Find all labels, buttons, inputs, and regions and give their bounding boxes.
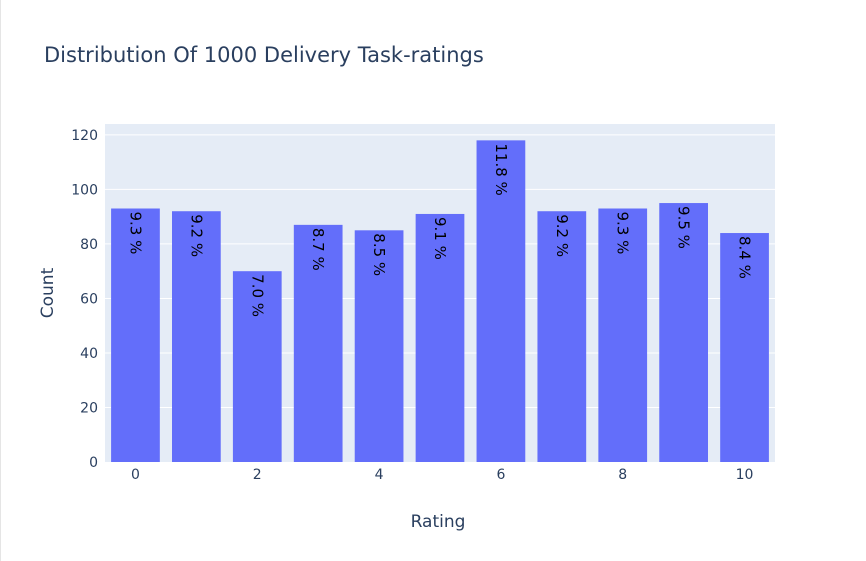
x-tick-label: 8 xyxy=(618,467,627,483)
bar-5 xyxy=(415,213,465,462)
chart-title: Distribution Of 1000 Delivery Task-ratin… xyxy=(44,43,484,67)
bar-label-5: 9.1 % xyxy=(431,217,449,260)
bar-9 xyxy=(659,203,708,462)
x-tick-label: 6 xyxy=(496,467,505,483)
y-axis-title: Count xyxy=(38,267,58,318)
bar-label-0: 9.3 % xyxy=(126,212,144,255)
x-tick-label: 4 xyxy=(375,467,384,483)
y-tick-label: 60 xyxy=(80,291,98,307)
bars xyxy=(111,140,769,462)
y-tick-label: 0 xyxy=(89,455,98,471)
bar-7 xyxy=(537,211,587,462)
y-axis-ticks: 0 20 40 60 80 100 120 xyxy=(71,128,98,471)
bar-2 xyxy=(232,271,282,462)
bar-label-4: 8.5 % xyxy=(370,233,388,276)
bar-4 xyxy=(354,230,404,462)
y-tick-label: 80 xyxy=(80,237,98,253)
y-tick-label: 100 xyxy=(71,182,98,198)
bar-6 xyxy=(476,140,526,462)
y-tick-label: 120 xyxy=(71,128,98,144)
x-tick-label: 2 xyxy=(253,467,262,483)
bar-3 xyxy=(293,224,343,462)
bar-1 xyxy=(172,211,221,462)
bar-label-6: 11.8 % xyxy=(492,143,510,195)
bar-10 xyxy=(720,233,769,462)
bar-label-9: 9.5 % xyxy=(675,206,693,249)
x-axis-ticks: 0 2 4 6 8 10 xyxy=(131,467,753,483)
bar-8 xyxy=(598,208,648,462)
bar-label-2: 7.0 % xyxy=(248,274,266,317)
bar-0 xyxy=(111,208,160,462)
x-axis-title: Rating xyxy=(411,512,466,532)
bar-label-8: 9.3 % xyxy=(614,212,632,255)
y-tick-label: 40 xyxy=(80,346,98,362)
x-tick-label: 10 xyxy=(736,467,754,483)
bar-labels: 9.3 % 9.2 % 7.0 % 8.7 % 8.5 % 9.1 % 11.8 % 9.2 … xyxy=(126,143,753,317)
x-tick-label: 0 xyxy=(131,467,140,483)
y-tick-label: 20 xyxy=(80,400,98,416)
bar-label-3: 8.7 % xyxy=(309,228,327,271)
bar-label-7: 9.2 % xyxy=(553,214,571,257)
bar-label-10: 8.4 % xyxy=(736,236,754,279)
bar-label-1: 9.2 % xyxy=(187,214,205,257)
